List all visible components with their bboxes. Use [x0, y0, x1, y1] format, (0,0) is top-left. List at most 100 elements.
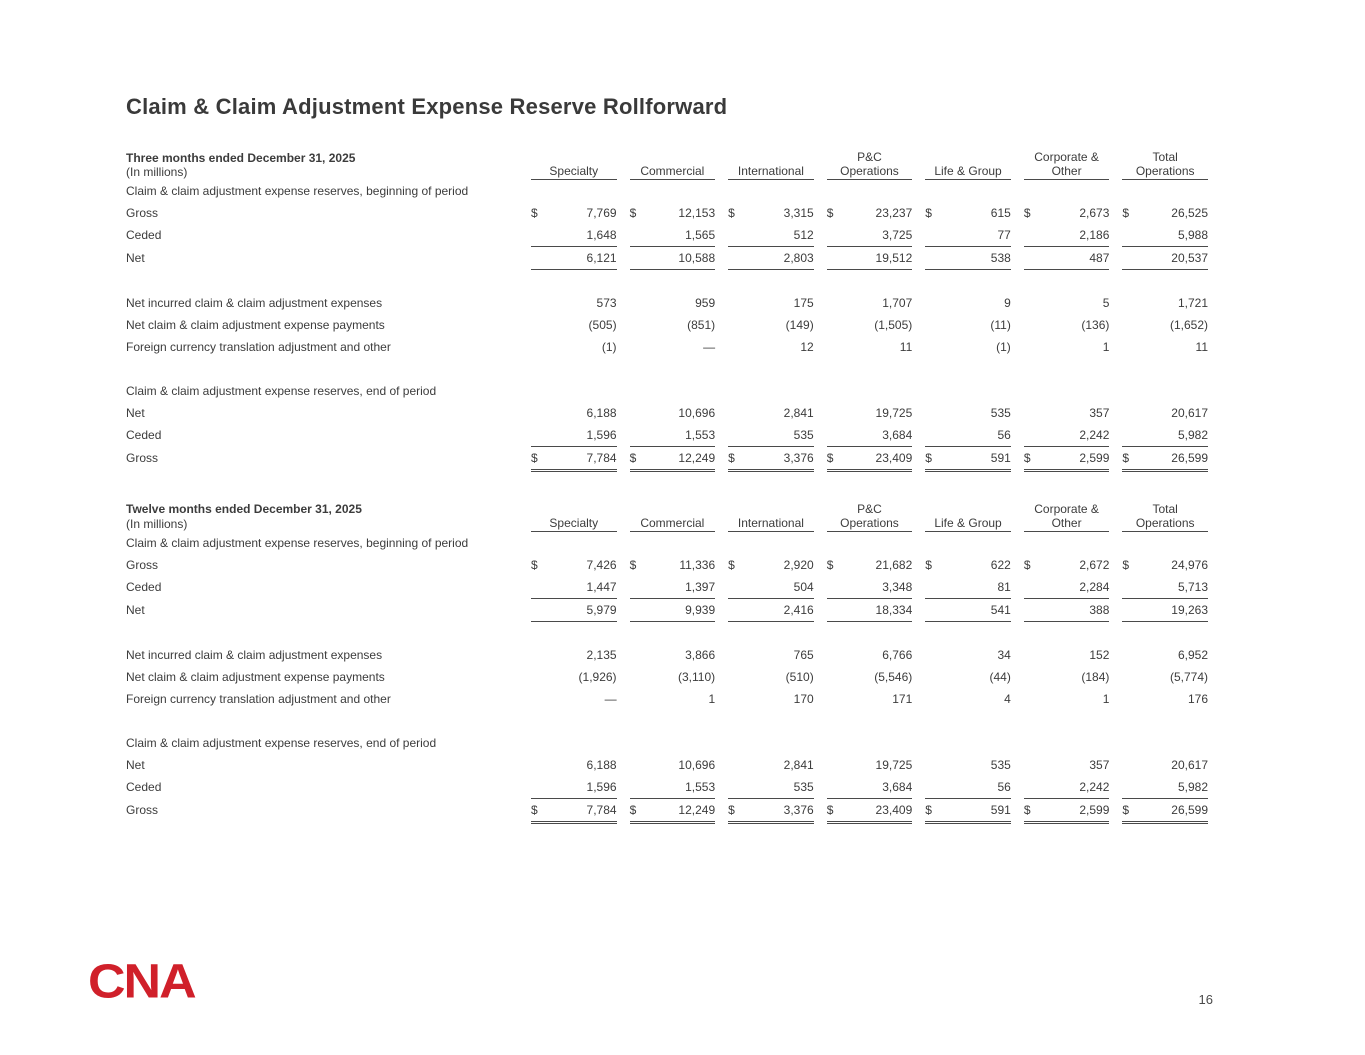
row-label: Net incurred claim & claim adjustment ex… [126, 647, 383, 662]
cell-value: 175 [793, 295, 814, 310]
row-label: Gross [126, 451, 159, 466]
cell-value: 9,939 [672, 597, 716, 622]
dollar-sign [925, 314, 968, 336]
cell-value: 170 [793, 691, 814, 706]
table-row: Net 6,121 10,588 2,803 19,512 538 487 20,537 [126, 245, 1208, 270]
cell-value: 5,988 [1177, 227, 1208, 242]
cell-value: 7,769 [586, 205, 617, 220]
column-header: Life & Group [925, 501, 1011, 532]
dollar-sign: $ [925, 445, 969, 472]
dollar-sign [1122, 666, 1165, 688]
cell-value: (1) [996, 339, 1011, 354]
cell-value: 2,841 [783, 757, 814, 772]
dollar-sign [1122, 644, 1165, 666]
cell-value: 20,617 [1171, 757, 1208, 772]
dollar-sign [827, 336, 870, 358]
column-header: International [728, 501, 814, 532]
dollar-sign [925, 644, 968, 666]
dollar-sign [1122, 314, 1165, 336]
cell-value: (11) [990, 317, 1011, 332]
cell-value: 535 [990, 405, 1011, 420]
dollar-sign [531, 576, 574, 599]
column-header-row: Twelve months ended December 31, 2025 (In… [126, 501, 1208, 532]
dollar-sign: $ [1122, 557, 1130, 572]
spacer-row [126, 710, 1208, 732]
cell-value: 504 [793, 579, 814, 594]
cell-value: 2,803 [770, 245, 814, 270]
dollar-sign [1122, 402, 1165, 424]
dollar-sign [531, 424, 574, 447]
cell-value: 2,284 [1079, 579, 1110, 594]
cell-value: 26,599 [1165, 797, 1208, 824]
cell-value: 5,982 [1177, 779, 1208, 794]
dollar-sign [1024, 776, 1067, 799]
period-label: Three months ended December 31, 2025 [126, 150, 356, 165]
section-label: Claim & claim adjustment expense reserve… [126, 535, 469, 550]
dollar-sign: $ [1023, 557, 1031, 572]
dollar-sign [925, 688, 968, 710]
dollar-sign [925, 666, 968, 688]
cell-value: 622 [990, 557, 1011, 572]
cell-value: 21,682 [875, 557, 913, 572]
cell-value: 152 [1089, 647, 1110, 662]
cell-value: 12,249 [672, 797, 716, 824]
row-label: Foreign currency translation adjustment … [126, 339, 391, 354]
dollar-sign [531, 245, 574, 270]
cell-value: (184) [1081, 669, 1110, 684]
dollar-sign [531, 644, 574, 666]
dollar-sign [925, 754, 968, 776]
dollar-sign [1122, 597, 1166, 622]
cell-value: (44) [989, 669, 1011, 684]
dollar-sign [925, 576, 968, 599]
row-label: Foreign currency translation adjustment … [126, 691, 391, 706]
row-label: Net [126, 405, 145, 420]
dollar-sign [1024, 688, 1067, 710]
dollar-sign [827, 776, 870, 799]
dollar-sign [827, 424, 870, 447]
dollar-sign [1122, 292, 1165, 314]
cell-value: 3,376 [770, 445, 814, 472]
cell-value: 5 [1102, 295, 1110, 310]
dollar-sign [531, 314, 574, 336]
cell-value: (5,774) [1169, 669, 1208, 684]
row-label: Gross [126, 205, 159, 220]
dollar-sign [531, 402, 574, 424]
table-row: Ceded 1,648 1,565 512 3,725 77 2,186 5,988 [126, 224, 1208, 247]
cell-value: 959 [695, 295, 716, 310]
dollar-sign [827, 688, 870, 710]
cell-value: 1 [1102, 339, 1110, 354]
cell-value: 1,565 [685, 227, 716, 242]
dollar-sign [1024, 754, 1067, 776]
dollar-sign: $ [1122, 205, 1130, 220]
cell-value: 2,242 [1079, 779, 1110, 794]
cell-value: 5,979 [573, 597, 617, 622]
cell-value: 487 [1066, 245, 1110, 270]
dollar-sign [1122, 754, 1165, 776]
column-header: Total Operations [1122, 150, 1208, 180]
dollar-sign: $ [1122, 445, 1166, 472]
table-row: Gross $7,769 $12,153 $3,315 $23,237 $615 $2,67… [126, 202, 1208, 224]
unit-label: (In millions) [126, 164, 188, 179]
dollar-sign [531, 688, 574, 710]
dollar-sign [630, 292, 673, 314]
dollar-sign [826, 597, 870, 622]
cell-value: 3,725 [882, 227, 913, 242]
dollar-sign [728, 597, 771, 622]
dollar-sign [826, 245, 870, 270]
cell-value: 1,553 [685, 779, 716, 794]
row-label: Gross [126, 803, 159, 818]
dollar-sign [728, 245, 771, 270]
dollar-sign: $ [531, 445, 574, 472]
cell-value: 3,684 [882, 779, 913, 794]
dollar-sign [728, 688, 771, 710]
cell-value: 11 [899, 339, 913, 354]
dollar-sign [827, 292, 870, 314]
dollar-sign: $ [925, 205, 932, 220]
dollar-sign [630, 336, 673, 358]
cell-value: 19,725 [875, 405, 913, 420]
column-header: P&C Operations [826, 150, 913, 180]
table-row: Net incurred claim & claim adjustment ex… [126, 644, 1208, 666]
dollar-sign [827, 576, 870, 599]
dollar-sign [1024, 224, 1067, 247]
